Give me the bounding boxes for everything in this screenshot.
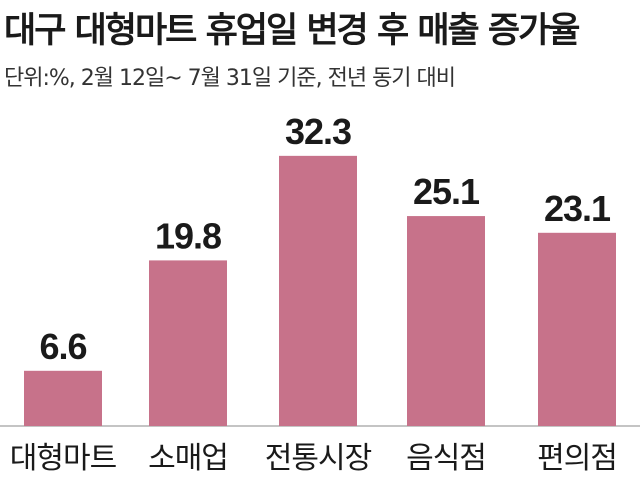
chart-title: 대구 대형마트 휴업일 변경 후 매출 증가율 (4, 11, 581, 51)
value-label-5: 23.1 (544, 188, 611, 229)
value-label-1: 6.6 (39, 326, 86, 367)
category-label-4: 음식점 (406, 441, 486, 476)
bar-3 (279, 155, 357, 426)
category-label-3: 전통시장 (265, 441, 372, 476)
bar-2 (149, 260, 227, 426)
category-label-2: 소매업 (148, 441, 228, 476)
value-label-2: 19.8 (155, 215, 221, 256)
value-label-3: 32.3 (285, 111, 351, 152)
category-label-5: 편의점 (537, 441, 617, 476)
value-label-4: 25.1 (413, 171, 480, 212)
bar-4 (407, 216, 485, 426)
bar-5 (538, 232, 616, 426)
bar-1 (24, 370, 102, 426)
category-label-1: 대형마트 (10, 441, 117, 476)
chart-subtitle: 단위:%, 2월 12일~ 7월 31일 기준, 전년 동기 대비 (4, 66, 456, 91)
